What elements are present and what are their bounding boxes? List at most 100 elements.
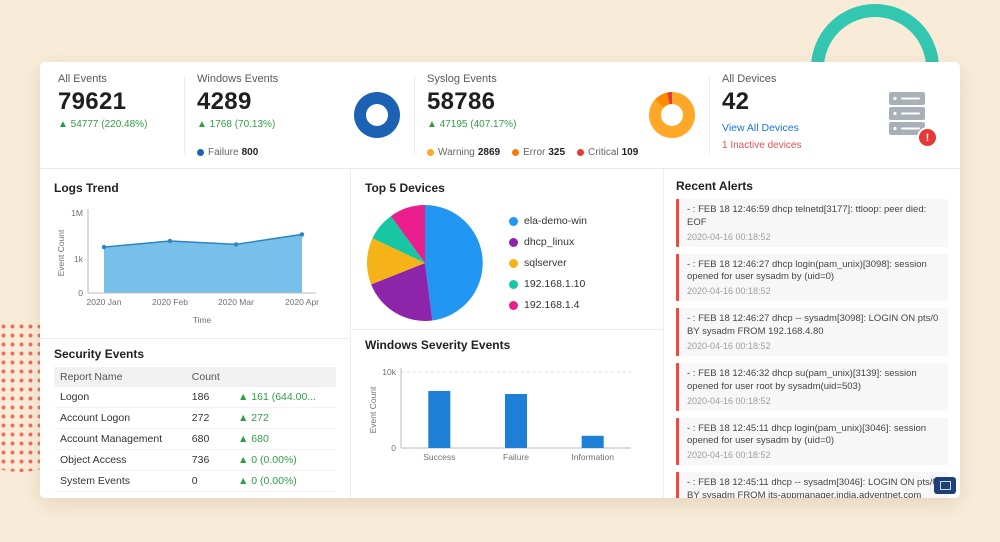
svg-text:Information: Information <box>571 452 614 462</box>
alert-timestamp: 2020-04-16 00:18:52 <box>687 231 771 242</box>
logs-trend-title: Logs Trend <box>54 181 119 195</box>
stats-divider <box>414 76 415 154</box>
alert-item[interactable]: - : FEB 18 12:46:27 dhcp login(pam_unix)… <box>676 253 948 302</box>
alert-item[interactable]: - : FEB 18 12:45:11 dhcp -- sysadm[3046]… <box>676 472 948 498</box>
failure-dot-icon <box>197 149 204 156</box>
svg-text:Event Count: Event Count <box>368 386 378 433</box>
security-events-title: Security Events <box>54 347 145 361</box>
legend-item[interactable]: ela-demo-win <box>509 215 587 227</box>
column-left: Logs Trend 1M 1k 0 2020 Jan 2020 Feb 2020 Mar… <box>40 169 350 498</box>
error-value: 325 <box>548 147 566 158</box>
stats-row: All Events 79621 ▲ 54777 (220.48%) Windo… <box>40 62 960 169</box>
alert-item[interactable]: - : FEB 18 12:46:32 dhcp su(pam_unix)[31… <box>676 362 948 411</box>
stat-value: 79621 <box>58 88 127 115</box>
alert-item[interactable]: - : FEB 18 12:46:59 dhcp telnetd[3177]: … <box>676 199 948 247</box>
report-name: Account Logon <box>54 407 186 429</box>
stat-value: 4289 <box>197 88 252 115</box>
stat-windows-events[interactable]: Windows Events 4289 ▲ 1768 (70.13%) Fail… <box>189 62 344 168</box>
legend-item[interactable]: 192.168.1.10 <box>509 278 587 290</box>
syslog-events-donut-chart <box>649 92 695 138</box>
embedded-widget-icon[interactable] <box>934 477 956 494</box>
svg-text:Failure: Failure <box>503 452 529 462</box>
table-row[interactable]: Account Logon 272 ▲ 272 <box>54 407 336 429</box>
critical-value: 109 <box>621 147 639 158</box>
inactive-devices-text: 1 Inactive devices <box>722 140 802 151</box>
legend-item[interactable]: 192.168.1.4 <box>509 299 587 311</box>
svg-text:2020 Jan: 2020 Jan <box>87 297 122 307</box>
alert-item[interactable]: - : FEB 18 12:45:11 dhcp login(pam_unix)… <box>676 417 948 466</box>
legend-item[interactable]: sqlserver <box>509 257 587 269</box>
column-middle: Top 5 Devices ela-demo-win dhcp_linux <box>351 169 663 498</box>
top5-devices-title: Top 5 Devices <box>365 181 445 195</box>
legend-label: dhcp_linux <box>524 236 575 248</box>
critical-dot-icon <box>577 149 585 156</box>
stat-delta: ▲ 54777 (220.48%) <box>58 119 148 130</box>
top5-devices-panel: ela-demo-win dhcp_linux sqlserver 1 <box>365 203 649 323</box>
dashboard-content: Logs Trend 1M 1k 0 2020 Jan 2020 Feb 2020 Mar… <box>40 169 960 498</box>
stat-all-devices[interactable]: All Devices 42 View All Devices 1 Inacti… <box>714 62 864 168</box>
panel-divider <box>40 338 350 339</box>
windows-severity-bar-chart[interactable]: 10k 0 Success Failure Information Event Count <box>365 358 637 476</box>
legend-label: sqlserver <box>524 257 567 269</box>
svg-text:2020 Apr: 2020 Apr <box>285 297 319 307</box>
column-divider <box>350 169 351 498</box>
report-name: Object Access <box>54 449 186 471</box>
stat-label: All Devices <box>722 73 777 85</box>
table-row[interactable]: System Events 0 ▲ 0 (0.00%) <box>54 470 336 492</box>
legend-dot-icon <box>509 216 518 226</box>
alert-item[interactable]: - : FEB 18 12:46:27 dhcp -- sysadm[3098]… <box>676 308 948 356</box>
alert-message: - : FEB 18 12:46:27 dhcp login(pam_unix)… <box>687 258 927 283</box>
syslog-severity-legend: Warning 2869 Error 325 Critical 109 <box>427 147 638 160</box>
table-row[interactable]: Account Management 680 ▲ 680 <box>54 428 336 450</box>
legend-label: 192.168.1.4 <box>524 299 580 311</box>
report-count: 272 <box>185 407 232 429</box>
column-divider <box>663 169 664 498</box>
alert-message: - : FEB 18 12:46:27 dhcp -- sysadm[3098]… <box>687 313 939 338</box>
svg-text:2020 Feb: 2020 Feb <box>152 297 188 307</box>
stat-value: 58786 <box>427 88 496 115</box>
warning-dot-icon <box>427 149 434 156</box>
stat-delta: ▲ 47195 (407.17%) <box>427 119 517 130</box>
top5-devices-pie-chart[interactable] <box>365 203 485 323</box>
alert-timestamp: 2020-04-16 00:18:52 <box>687 286 771 297</box>
legend-label: ela-demo-win <box>524 215 588 227</box>
stat-syslog-events[interactable]: Syslog Events 58786 ▲ 47195 (407.17%) Wa… <box>419 62 639 168</box>
failure-label: Failure <box>208 147 239 158</box>
report-count: 680 <box>185 428 232 450</box>
legend-dot-icon <box>509 300 518 310</box>
legend-dot-icon <box>509 258 518 268</box>
table-row[interactable]: Logon 186 ▲ 161 (644.00... <box>54 387 336 408</box>
panel-divider <box>351 329 663 330</box>
stat-label: Windows Events <box>197 73 279 85</box>
error-dot-icon <box>512 149 520 156</box>
svg-text:Time: Time <box>193 315 212 325</box>
column-right: Recent Alerts - : FEB 18 12:46:59 dhcp t… <box>664 169 960 498</box>
alert-timestamp: 2020-04-16 00:18:52 <box>687 395 771 406</box>
alert-message: - : FEB 18 12:45:11 dhcp login(pam_unix)… <box>687 422 927 447</box>
server-status-area: ! <box>864 62 950 168</box>
warning-value: 2869 <box>477 147 501 158</box>
report-trend: ▲ 161 (644.00... <box>231 387 336 408</box>
table-header-row: Report Name Count <box>54 367 336 387</box>
col-trend <box>231 367 336 387</box>
stat-delta: ▲ 1768 (70.13%) <box>197 119 276 130</box>
dashboard-card: All Events 79621 ▲ 54777 (220.48%) Windo… <box>40 62 960 498</box>
report-count: 0 <box>185 470 232 492</box>
report-name: Logon <box>54 387 186 408</box>
alert-message: - : FEB 18 12:45:11 dhcp -- sysadm[3046]… <box>687 477 938 498</box>
report-trend: ▲ 0 (0.00%) <box>231 470 336 492</box>
legend-dot-icon <box>509 279 518 289</box>
report-count: 186 <box>185 387 232 408</box>
legend-dot-icon <box>509 237 518 247</box>
stats-divider <box>184 76 185 154</box>
stat-value: 42 <box>722 88 750 115</box>
logs-trend-chart[interactable]: 1M 1k 0 2020 Jan 2020 Feb 2020 Mar 2020 Apr Tim… <box>54 201 326 327</box>
legend-item[interactable]: dhcp_linux <box>509 236 587 248</box>
svg-text:1M: 1M <box>71 208 83 218</box>
failure-value: 800 <box>241 147 259 158</box>
view-all-devices-link[interactable]: View All Devices <box>722 122 799 134</box>
pie-legend: ela-demo-win dhcp_linux sqlserver 1 <box>509 215 587 311</box>
windows-failure-legend: Failure 800 <box>197 147 336 160</box>
stat-all-events[interactable]: All Events 79621 ▲ 54777 (220.48%) <box>50 62 180 168</box>
table-row[interactable]: Object Access 736 ▲ 0 (0.00%) <box>54 449 336 471</box>
